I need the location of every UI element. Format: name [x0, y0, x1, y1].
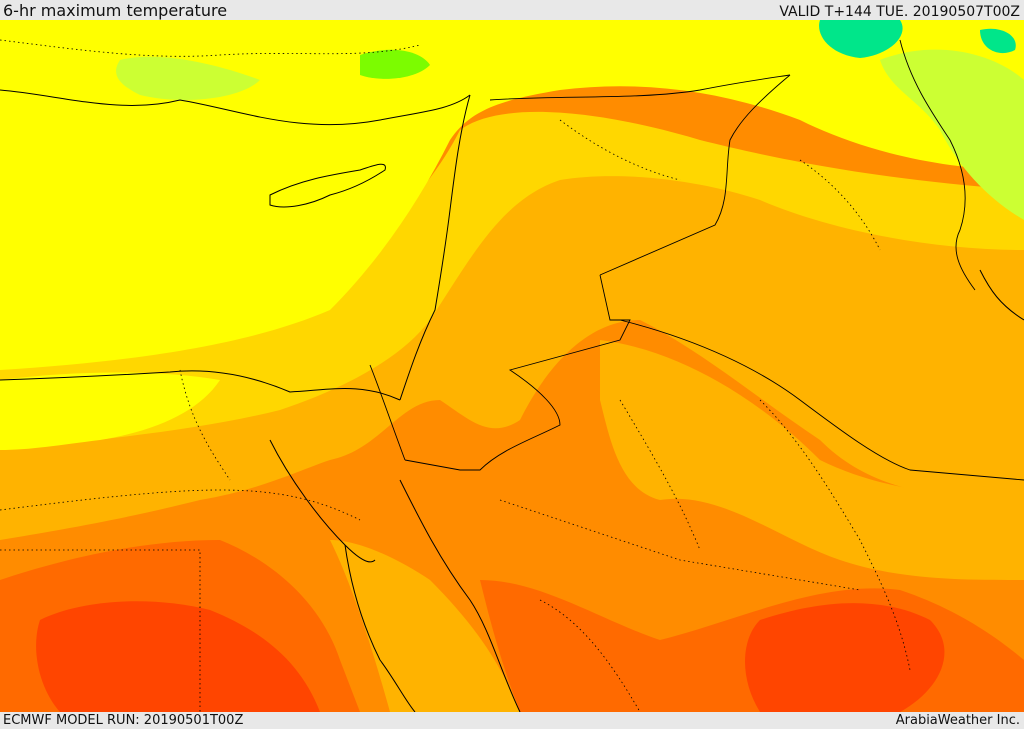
border-iraq-saudi	[619, 319, 1024, 481]
temp-zone-yellow-egypt	[0, 372, 220, 450]
coastline-gulf-of-suez	[269, 439, 376, 563]
cyprus	[269, 163, 386, 208]
temp-zone-red-saudi	[745, 603, 945, 712]
border-turkey-syria	[489, 74, 791, 101]
province-line-8	[0, 39, 421, 57]
temp-zone-teal-iran-2	[980, 28, 1016, 54]
coastline-egypt-north	[0, 370, 401, 401]
border-jordan-saudi	[404, 274, 631, 471]
valid-time-label: VALID T+144 TUE. 20190507T00Z	[779, 4, 1020, 20]
map-footer: ECMWF MODEL RUN: 20190501T00Z ArabiaWeat…	[0, 712, 1024, 729]
temp-zone-red-egypt	[36, 601, 320, 712]
temp-zone-gold	[0, 111, 1024, 451]
border-iraq-iran	[899, 39, 976, 291]
coastline-red-sea-west	[344, 544, 416, 712]
temp-zone-green-turkey	[116, 56, 260, 100]
temp-zone-orange-light	[0, 135, 1024, 541]
province-line-4	[499, 499, 861, 591]
province-lines	[0, 39, 911, 712]
credit-label: ArabiaWeather Inc.	[895, 713, 1020, 728]
map-header: 6-hr maximum temperature VALID T+144 TUE…	[0, 0, 1024, 20]
border-syria-iraq	[599, 74, 791, 276]
temp-zone-teal-iran	[819, 20, 903, 58]
coastline-levant	[399, 94, 471, 401]
coastline-turkey-south	[0, 89, 471, 126]
map-title: 6-hr maximum temperature	[3, 1, 228, 20]
temp-zone-yellow-sea	[0, 20, 1024, 370]
province-line-7	[539, 599, 641, 712]
model-run-label: ECMWF MODEL RUN: 20190501T00Z	[3, 713, 244, 728]
temp-zone-green-iran	[880, 49, 1024, 220]
temp-zone-orange-light-nile	[330, 540, 520, 712]
province-line-6	[759, 399, 911, 671]
province-line-1	[0, 489, 361, 521]
province-line-5	[619, 399, 701, 551]
coastline-red-sea-east	[399, 479, 521, 712]
coastlines	[0, 89, 1024, 712]
temp-zone-orange-light-east	[600, 340, 1024, 580]
temp-zone-green-north	[360, 49, 430, 79]
border-egypt-israel	[369, 364, 406, 461]
country-borders	[369, 39, 1024, 481]
temperature-map	[0, 20, 1024, 712]
coastline-persian-gulf	[979, 269, 1024, 321]
